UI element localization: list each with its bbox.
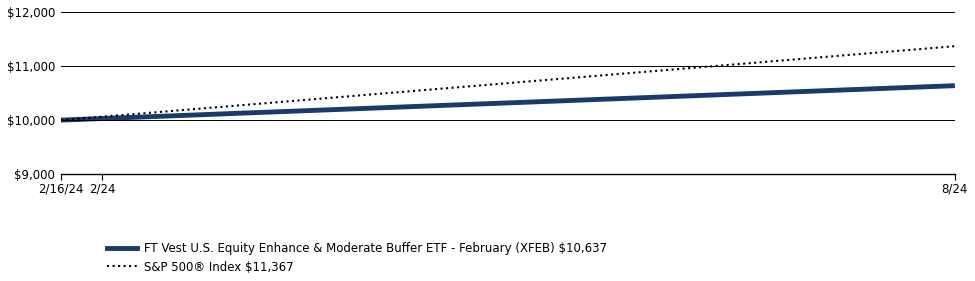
Legend: FT Vest U.S. Equity Enhance & Moderate Buffer ETF - February (XFEB) $10,637, S&P: FT Vest U.S. Equity Enhance & Moderate B… — [102, 237, 611, 278]
